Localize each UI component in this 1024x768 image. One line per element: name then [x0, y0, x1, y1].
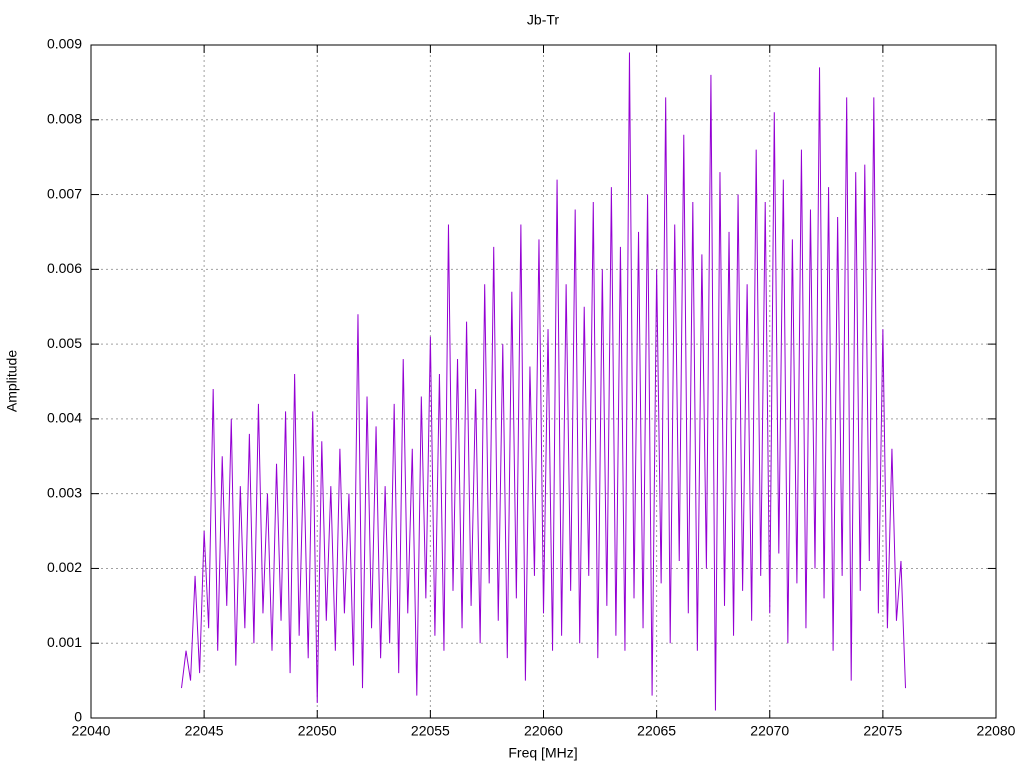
y-tick-label: 0.009: [47, 36, 82, 52]
chart-title: Jb-Tr: [527, 12, 559, 28]
y-axis-label: Amplitude: [4, 350, 20, 412]
x-tick-label: 22040: [72, 723, 111, 739]
x-axis-label: Freq [MHz]: [508, 745, 577, 761]
x-tick-label: 22080: [977, 723, 1016, 739]
y-tick-label: 0.008: [47, 110, 82, 126]
x-tick-label: 22075: [863, 723, 902, 739]
y-tick-label: 0: [74, 709, 82, 725]
data-line: [181, 52, 906, 711]
x-tick-label: 22065: [637, 723, 676, 739]
y-tick-label: 0.001: [47, 634, 82, 650]
y-tick-label: 0.006: [47, 260, 82, 276]
x-tick-label: 22045: [185, 723, 224, 739]
y-tick-label: 0.003: [47, 484, 82, 500]
plot-border: [90, 44, 997, 719]
y-tick-label: 0.007: [47, 185, 82, 201]
x-tick-label: 22070: [750, 723, 789, 739]
x-tick-label: 22050: [298, 723, 337, 739]
x-tick-label: 22055: [411, 723, 450, 739]
y-tick-label: 0.005: [47, 335, 82, 351]
x-tick-label: 22060: [524, 723, 563, 739]
y-tick-label: 0.002: [47, 559, 82, 575]
y-tick-label: 0.004: [47, 410, 82, 426]
